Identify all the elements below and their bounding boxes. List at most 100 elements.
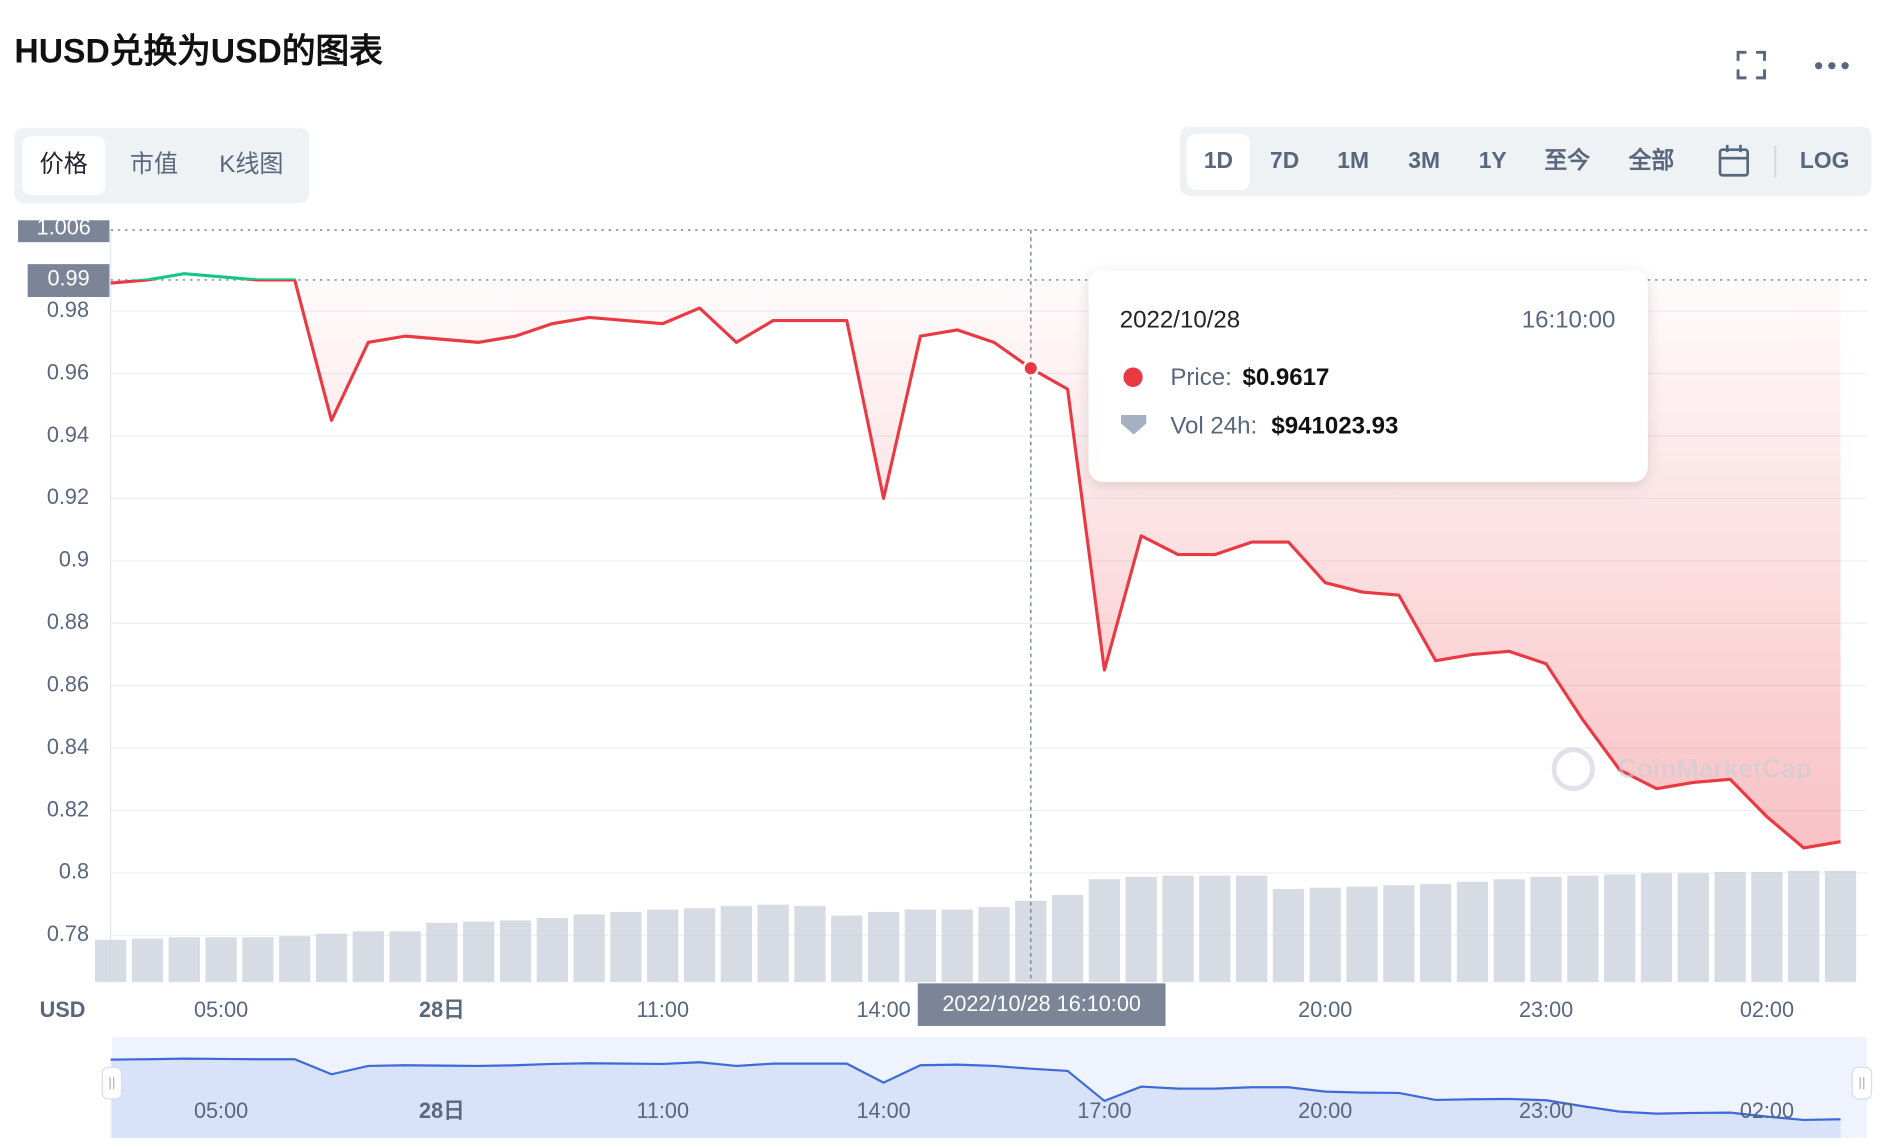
range-button[interactable]: 至今: [1544, 147, 1590, 173]
tooltip-price-value: $0.9617: [1242, 364, 1329, 391]
volume-bar: [1604, 874, 1636, 983]
range-button[interactable]: 3M: [1408, 147, 1440, 173]
x-tick-label: 20:00: [1298, 997, 1352, 1022]
fullscreen-icon[interactable]: [1736, 50, 1766, 80]
volume-bar: [536, 917, 568, 983]
navigator-tick-label: 11:00: [636, 1098, 689, 1123]
y-tick-label: 0.92: [47, 484, 89, 509]
log-button[interactable]: LOG: [1800, 147, 1849, 173]
navigator-tick-label: 20:00: [1298, 1098, 1352, 1123]
range-button[interactable]: 全部: [1628, 147, 1675, 173]
volume-bar: [647, 909, 679, 983]
volume-bar: [131, 938, 164, 983]
tab[interactable]: K线图: [219, 151, 283, 178]
volume-bar: [389, 931, 421, 983]
volume-bar: [794, 905, 826, 983]
volume-bar: [1088, 879, 1121, 983]
y-tick-label: 0.88: [47, 609, 89, 634]
volume-bar: [1456, 881, 1489, 983]
volume-bar: [168, 937, 200, 983]
range-button[interactable]: 1D: [1204, 147, 1233, 173]
volume-bar: [1714, 871, 1746, 983]
price-line: [110, 272, 1841, 850]
volume-bar: [205, 937, 237, 983]
active-tab-bg: [22, 136, 106, 195]
volume-bar: [831, 915, 863, 983]
watermark-logo: [1551, 747, 1595, 792]
y-tick-label: 0.96: [47, 359, 89, 384]
hover-point: [1022, 359, 1040, 377]
y-tick-label: 0.78: [47, 921, 89, 946]
volume-bar: [1677, 873, 1709, 983]
reference-label: 1.006: [37, 214, 91, 239]
navigator-tick-label: 02:00: [1740, 1098, 1794, 1123]
y-tick-label: 0.98: [47, 297, 89, 322]
volume-bar: [1824, 870, 1857, 983]
volume-bar: [315, 933, 348, 983]
volume-bar: [95, 939, 127, 983]
reference-label-bg: [18, 220, 110, 243]
volume-bar: [757, 904, 789, 983]
volume-bar: [1640, 873, 1673, 983]
volume-bar: [463, 921, 495, 983]
volume-bar: [1383, 885, 1415, 983]
volume-bar: [941, 909, 973, 983]
page-title: HUSD兑换为USD的图表: [14, 32, 383, 70]
tooltip-price-label: Price:: [1170, 364, 1231, 391]
volume-bar: [1420, 884, 1452, 983]
volume-bar: [242, 937, 274, 983]
volume-bar: [1530, 876, 1562, 983]
crosshair-label: 2022/10/28 16:10:00: [942, 991, 1141, 1016]
tooltip-vol-label: Vol 24h:: [1170, 412, 1257, 439]
x-tick-label: 14:00: [857, 997, 911, 1022]
range-button[interactable]: 7D: [1270, 147, 1299, 173]
range-button[interactable]: 1M: [1337, 147, 1369, 173]
range-group: [1179, 126, 1872, 196]
tab[interactable]: 价格: [40, 151, 88, 178]
navigator-tick-label: 28日: [419, 1098, 465, 1123]
tooltip-price-dot: [1123, 367, 1143, 388]
tooltip-bg: [1088, 270, 1648, 482]
y-tick-label: 0.94: [47, 422, 89, 447]
crosshair-label-bg: [917, 983, 1166, 1026]
volume-bar: [610, 911, 642, 983]
calendar-icon[interactable]: [1718, 144, 1750, 177]
active-range-bg: [1187, 133, 1250, 190]
volume-bar: [683, 908, 716, 983]
tooltip-time: 16:10:00: [1522, 307, 1616, 334]
tooltip-vol-value: $941023.93: [1271, 412, 1398, 439]
tooltip: 2022/10/28 16:10:00 Price: $0.9617 Vol 24h: $…: [1088, 270, 1648, 482]
tooltip-date: 2022/10/28: [1120, 307, 1240, 334]
navigator: 05:00 28日 11:00 14:00 17:00 20:00 23:00 02:00: [101, 1036, 1873, 1138]
range-button[interactable]: 1Y: [1479, 147, 1507, 173]
navigator-handle[interactable]: [1851, 1066, 1873, 1100]
volume-bar: [1493, 879, 1525, 983]
tab[interactable]: 市值: [130, 151, 178, 178]
y-tick-label: 0.82: [47, 796, 89, 821]
x-tick-label: 05:00: [194, 997, 248, 1022]
reference-label: 0.99: [47, 266, 89, 291]
more-icon[interactable]: [1815, 62, 1849, 70]
navigator-area: [110, 1058, 1841, 1138]
navigator-bg: [111, 1036, 1867, 1138]
navigator-handle[interactable]: [101, 1066, 123, 1100]
x-unit-label: USD: [40, 997, 86, 1022]
volume-bar: [1567, 875, 1599, 983]
volume-bar: [867, 911, 900, 983]
volume-bar: [1051, 894, 1084, 983]
x-tick-label: 11:00: [636, 997, 689, 1022]
volume-bar: [573, 914, 605, 983]
x-tick-label: 02:00: [1740, 997, 1794, 1022]
x-tick-label: 28日: [419, 997, 465, 1022]
reference-label-bg: [27, 264, 110, 297]
volume-bar: [1272, 888, 1305, 983]
y-tick-label: 0.9: [59, 546, 89, 571]
x-tick-label: 23:00: [1519, 997, 1573, 1022]
volume-bar: [978, 907, 1010, 983]
volume-bar: [279, 936, 311, 983]
navigator-tick-label: 23:00: [1519, 1098, 1573, 1123]
volume-bar: [499, 920, 532, 983]
volume-bar: [720, 905, 752, 983]
volume-bar: [1788, 870, 1820, 983]
